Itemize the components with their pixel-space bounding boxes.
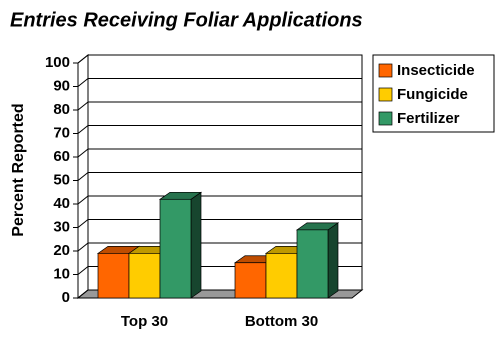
y-axis-label: Percent Reported xyxy=(10,103,27,236)
bar xyxy=(159,198,192,299)
grid-line xyxy=(77,172,89,181)
y-tick-label: 10 xyxy=(53,265,70,282)
y-tick-label: 40 xyxy=(53,195,70,212)
chart-title: Entries Receiving Foliar Applications xyxy=(10,9,363,31)
bar xyxy=(265,253,298,299)
grid-line xyxy=(77,148,89,158)
bar xyxy=(296,229,329,299)
bar xyxy=(97,253,130,299)
y-tick-label: 100 xyxy=(45,54,70,71)
grid-line xyxy=(77,54,89,64)
legend-swatch xyxy=(378,63,393,78)
grid-line xyxy=(77,195,89,205)
bar-side xyxy=(190,191,202,299)
y-tick-label: 90 xyxy=(53,77,70,94)
bar xyxy=(128,253,161,299)
legend-swatch xyxy=(378,111,393,126)
y-tick-label: 0 xyxy=(62,289,70,306)
legend-label: Fertilizer xyxy=(397,110,460,127)
bar xyxy=(234,262,267,299)
x-tick-label: Top 30 xyxy=(121,313,168,330)
grid-line xyxy=(77,266,89,275)
x-tick-label: Bottom 30 xyxy=(245,313,318,330)
grid-line xyxy=(77,78,89,87)
legend-swatch xyxy=(378,87,393,102)
y-tick-label: 30 xyxy=(53,218,70,235)
grid-line xyxy=(77,242,89,252)
grid-line xyxy=(77,125,89,134)
legend-box xyxy=(372,54,495,133)
bar-side xyxy=(327,222,339,299)
grid-line xyxy=(77,289,89,299)
y-tick-label: 70 xyxy=(53,124,70,141)
grid-line xyxy=(77,219,89,228)
legend-label: Fungicide xyxy=(397,86,468,103)
y-tick-label: 80 xyxy=(53,101,70,118)
y-tick-label: 60 xyxy=(53,148,70,165)
legend-label: Insecticide xyxy=(397,62,475,79)
y-tick-label: 50 xyxy=(53,171,70,188)
grid-line xyxy=(77,101,89,111)
y-tick-label: 20 xyxy=(53,242,70,259)
